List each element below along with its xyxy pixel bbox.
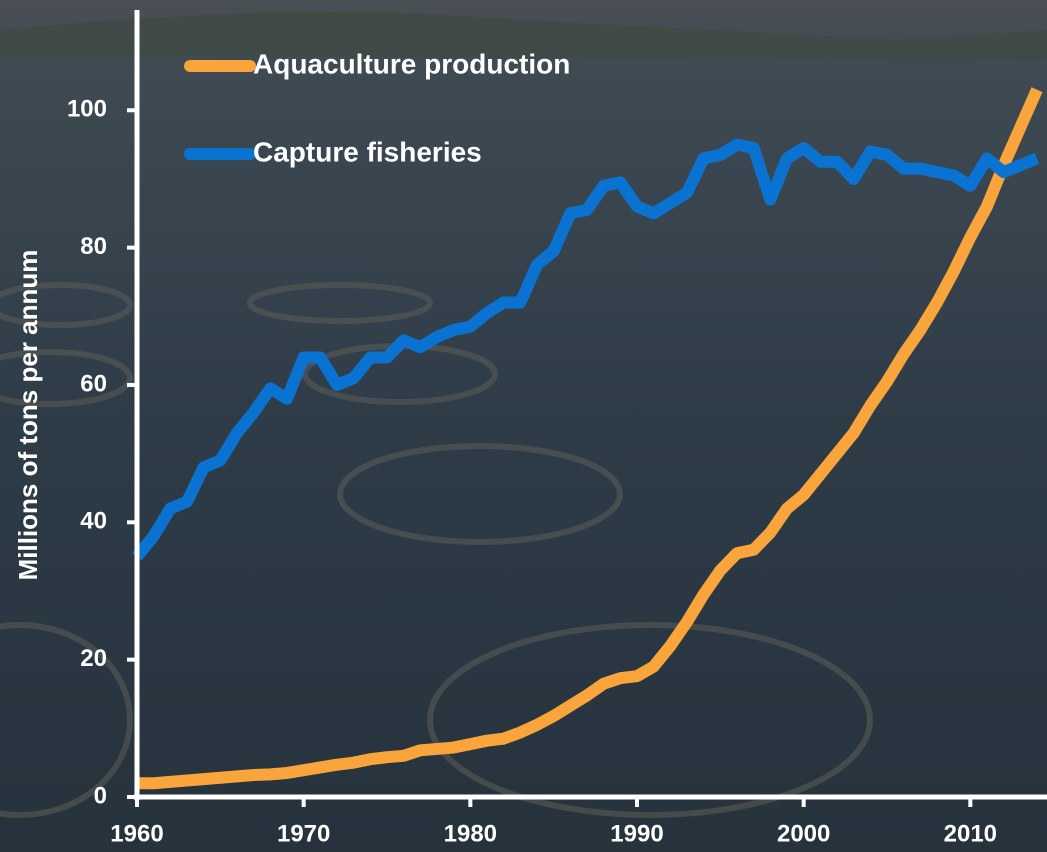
x-tick-label: 2000: [777, 820, 830, 847]
y-tick-label: 100: [67, 96, 107, 123]
page: Millions of tons per annum 0 20 40 60 80 100 1…: [0, 0, 1047, 852]
y-tick-label: 80: [80, 233, 107, 260]
y-tick-label: 60: [80, 370, 107, 397]
legend-label: Aquaculture production: [253, 48, 570, 79]
legend-label: Capture fisheries: [253, 136, 482, 167]
y-axis-label: Millions of tons per annum: [13, 250, 43, 581]
x-tick-label: 1990: [610, 820, 663, 847]
x-tick-label: 1960: [110, 820, 163, 847]
y-tick-label: 40: [80, 508, 107, 535]
y-tick-label: 0: [94, 782, 107, 809]
x-tick-label: 2010: [944, 820, 997, 847]
y-tick-label: 20: [80, 645, 107, 672]
chart: Millions of tons per annum 0 20 40 60 80 100 1…: [0, 0, 1047, 852]
background: [0, 0, 1047, 852]
x-tick-label: 1980: [444, 820, 497, 847]
x-tick-label: 1970: [277, 820, 330, 847]
